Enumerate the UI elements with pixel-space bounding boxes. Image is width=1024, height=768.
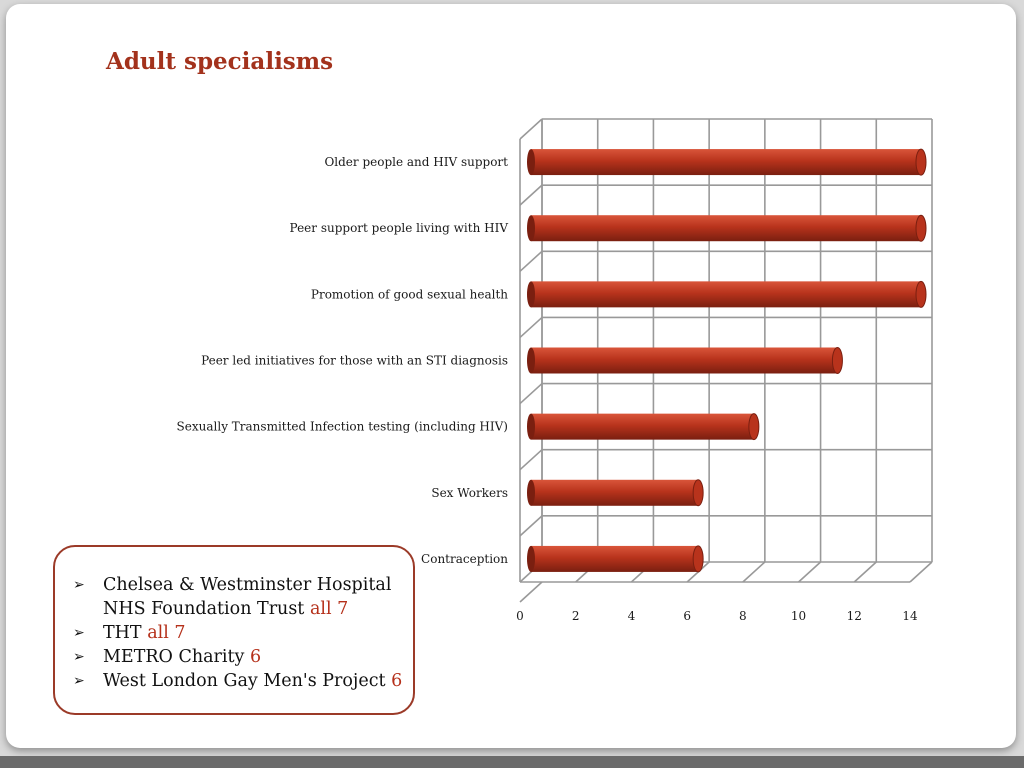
bar-end-cap bbox=[915, 280, 927, 308]
bar-start-cap bbox=[527, 479, 535, 506]
bar bbox=[527, 347, 843, 374]
slide-title: Adult specialisms bbox=[106, 48, 334, 75]
bar bbox=[527, 148, 927, 176]
provider-name: THT bbox=[103, 623, 142, 643]
bar-start-cap bbox=[527, 347, 535, 374]
bar-start-cap bbox=[527, 413, 535, 440]
provider-name: West London Gay Men's Project bbox=[103, 671, 386, 691]
x-tick-label: 8 bbox=[739, 609, 747, 623]
provider-name-line2: NHS Foundation Trust bbox=[103, 599, 305, 619]
grid-line bbox=[519, 449, 543, 471]
list-item: ➢ West London Gay Men's Project 6 bbox=[73, 669, 413, 693]
arrow-bullet-icon: ➢ bbox=[73, 577, 85, 593]
x-tick-label: 4 bbox=[628, 609, 636, 623]
x-tick-label: 2 bbox=[572, 609, 580, 623]
grid-line bbox=[519, 184, 543, 206]
grid-line bbox=[519, 250, 543, 272]
bar-body bbox=[531, 347, 838, 374]
arrow-bullet-icon: ➢ bbox=[73, 649, 85, 665]
category-label: Older people and HIV support bbox=[324, 155, 508, 169]
grid-line bbox=[519, 316, 543, 339]
bar-end-cap bbox=[748, 413, 760, 441]
bottom-bar bbox=[0, 756, 1024, 768]
x-axis-tick-labels: 0 2 4 6 8 10 12 14 bbox=[516, 609, 918, 623]
bar bbox=[527, 214, 927, 242]
slide: Adult specialisms Older people and HIV s… bbox=[6, 4, 1016, 748]
bar-start-cap bbox=[527, 281, 535, 308]
grid-line bbox=[742, 561, 766, 583]
bar-body bbox=[531, 413, 754, 440]
bar bbox=[527, 545, 704, 573]
category-labels: Older people and HIV support Peer support… bbox=[177, 155, 509, 566]
grid-line bbox=[519, 515, 543, 537]
bar-body bbox=[531, 479, 699, 506]
provider-name-line1: Chelsea & Westminster Hospital bbox=[103, 575, 392, 595]
grid-line bbox=[853, 561, 877, 583]
bar-end-cap bbox=[692, 545, 704, 573]
x-tick-label: 10 bbox=[791, 609, 806, 623]
grid-line bbox=[519, 382, 543, 405]
x-tick-label: 6 bbox=[683, 609, 691, 623]
grid-line bbox=[909, 561, 933, 583]
provider-name: METRO Charity bbox=[103, 647, 245, 667]
bar-body bbox=[531, 215, 921, 242]
provider-count: all 7 bbox=[147, 623, 186, 643]
bar-end-cap bbox=[915, 214, 927, 242]
bar-body bbox=[531, 149, 921, 176]
arrow-bullet-icon: ➢ bbox=[73, 673, 85, 689]
bar-start-cap bbox=[527, 215, 535, 242]
providers-callout: ➢ Chelsea & Westminster Hospital NHS Fou… bbox=[53, 545, 415, 715]
provider-count: 6 bbox=[391, 671, 403, 691]
bar-start-cap bbox=[527, 149, 535, 176]
x-tick-label: 0 bbox=[516, 609, 524, 623]
category-label: Peer led initiatives for those with an S… bbox=[201, 354, 508, 368]
bar-end-cap bbox=[831, 347, 843, 374]
bar-start-cap bbox=[527, 545, 535, 572]
grid-line bbox=[519, 118, 543, 140]
provider-count: 6 bbox=[250, 647, 262, 667]
bar bbox=[527, 413, 760, 441]
list-item: ➢ METRO Charity 6 bbox=[73, 645, 413, 669]
list-item: ➢ Chelsea & Westminster Hospital NHS Fou… bbox=[73, 573, 413, 621]
category-label: Sexually Transmitted Infection testing (… bbox=[177, 420, 508, 434]
bar-end-cap bbox=[692, 479, 704, 507]
bar-chart: Older people and HIV support Peer support… bbox=[177, 118, 933, 623]
grid-line bbox=[798, 561, 822, 583]
arrow-bullet-icon: ➢ bbox=[73, 625, 85, 641]
provider-count: all 7 bbox=[309, 599, 349, 619]
bar-body bbox=[531, 281, 921, 308]
category-label: Contraception bbox=[421, 552, 508, 566]
bar-end-cap bbox=[915, 148, 927, 176]
x-tick-label: 14 bbox=[902, 609, 918, 623]
category-label: Promotion of good sexual health bbox=[311, 287, 508, 301]
category-label: Sex Workers bbox=[431, 486, 508, 500]
bar bbox=[527, 280, 927, 308]
bar-body bbox=[531, 545, 699, 572]
list-item: ➢ THT all 7 bbox=[73, 621, 413, 645]
category-label: Peer support people living with HIV bbox=[290, 221, 509, 235]
providers-list: ➢ Chelsea & Westminster Hospital NHS Fou… bbox=[73, 573, 413, 693]
chart-grid bbox=[519, 118, 933, 603]
bar bbox=[527, 479, 704, 507]
chart-bars bbox=[527, 148, 927, 573]
grid-line bbox=[519, 581, 543, 603]
x-tick-label: 12 bbox=[847, 609, 862, 623]
